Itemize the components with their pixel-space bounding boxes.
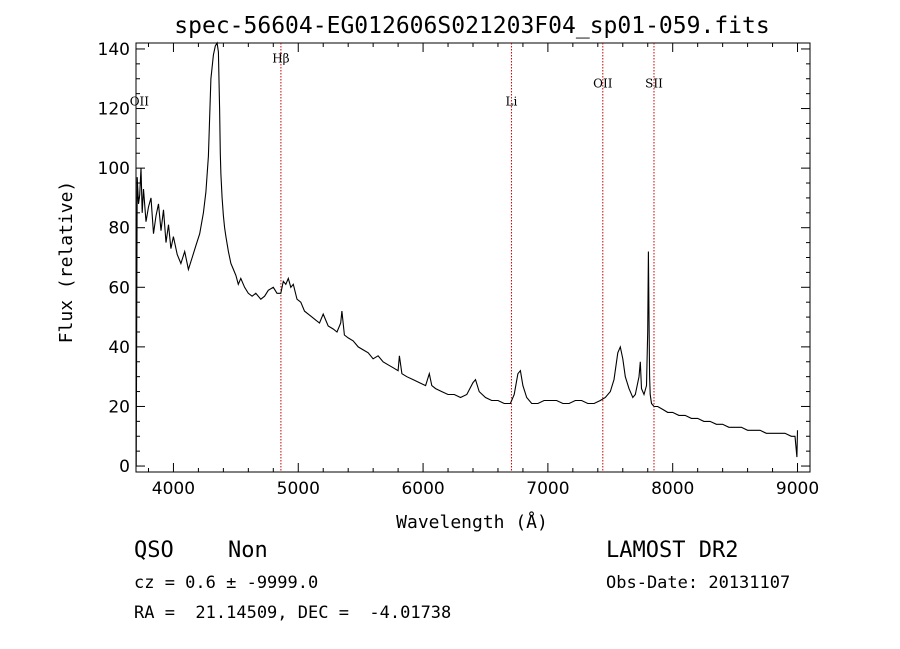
- x-tick-label: 6000: [401, 479, 444, 499]
- object-subclass: Non: [228, 538, 268, 563]
- y-tick-label: 60: [108, 278, 130, 298]
- coordinates: RA = 21.14509, DEC = -4.01738: [134, 603, 452, 623]
- x-tick-label: 9000: [776, 479, 819, 499]
- x-axis-ticks: 4000 5000 6000 7000 8000 9000: [147, 43, 819, 499]
- y-tick-label: 140: [98, 40, 130, 60]
- y-axis-label: Flux (relative): [56, 181, 77, 344]
- emission-line-label: SII: [645, 77, 663, 91]
- object-class: QSO: [134, 538, 174, 563]
- redshift-cz: cz = 0.6 ± -9999.0: [134, 573, 319, 593]
- y-tick-label: 40: [108, 338, 130, 358]
- plot-frame: [135, 42, 811, 473]
- x-tick-label: 7000: [526, 479, 569, 499]
- emission-line-label: OII: [130, 95, 150, 109]
- emission-line-label: Li: [506, 95, 518, 109]
- y-tick-label: 0: [119, 457, 130, 477]
- y-tick-label: 80: [108, 219, 130, 239]
- emission-line-label: Hβ: [272, 51, 289, 65]
- marker-labels: OII Hβ Li OII SII: [130, 51, 663, 108]
- chart-title: spec-56604-EG012606S021203F04_sp01-059.f…: [174, 13, 769, 39]
- spectrum-chart: spec-56604-EG012606S021203F04_sp01-059.f…: [56, 13, 819, 533]
- survey-name: LAMOST DR2: [606, 538, 739, 563]
- y-tick-label: 100: [98, 159, 130, 179]
- observation-date: Obs-Date: 20131107: [606, 573, 791, 593]
- spectrum-line: [135, 41, 799, 467]
- y-axis-ticks: 0 20 40 60 80 100 120 140: [98, 40, 810, 477]
- line-markers: [280, 43, 655, 472]
- y-tick-label: 20: [108, 397, 130, 417]
- y-tick-label: 120: [98, 100, 130, 120]
- x-tick-label: 4000: [152, 479, 195, 499]
- x-axis-label: Wavelength (Å): [396, 511, 548, 533]
- x-tick-label: 5000: [277, 479, 320, 499]
- x-tick-label: 8000: [651, 479, 694, 499]
- emission-line-label: OII: [593, 77, 613, 91]
